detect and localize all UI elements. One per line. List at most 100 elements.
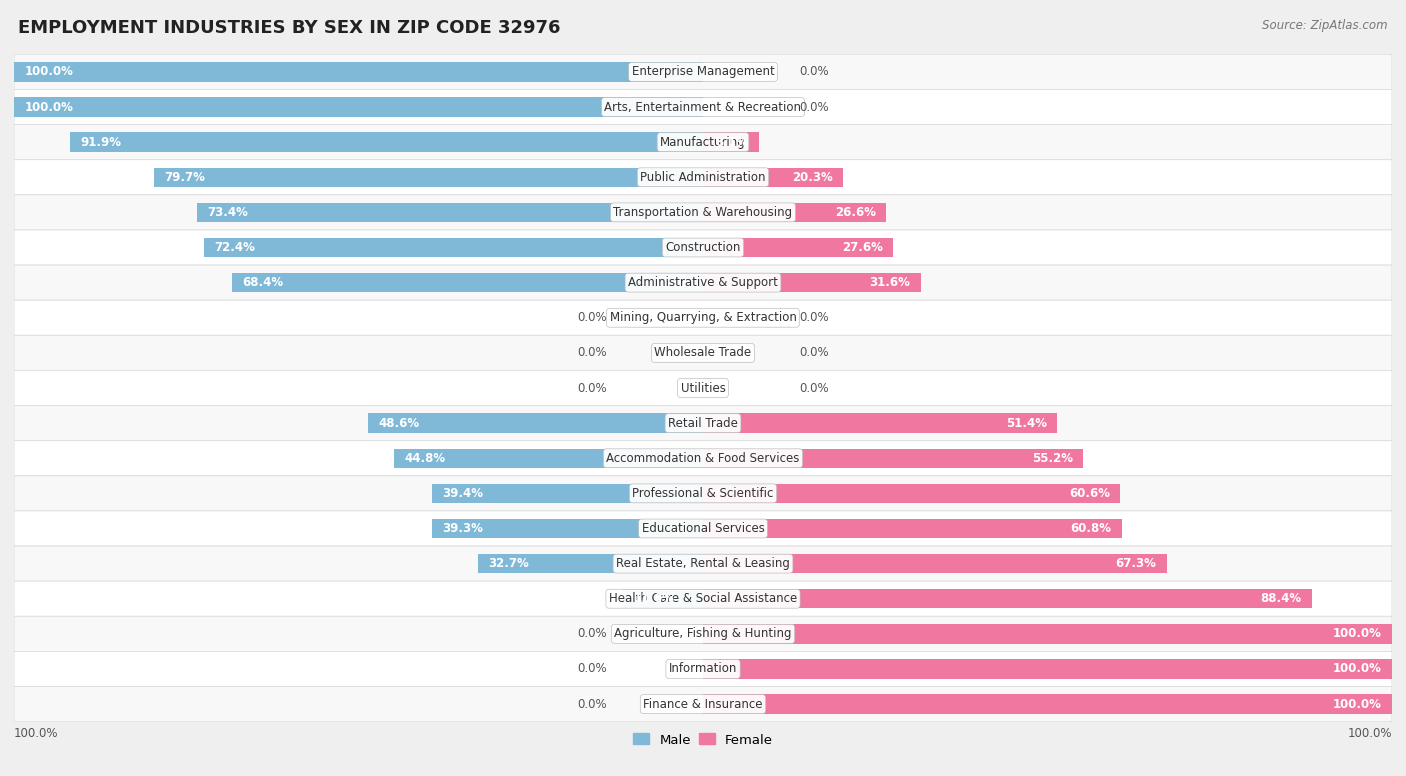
Text: Manufacturing: Manufacturing <box>661 136 745 149</box>
Text: 0.0%: 0.0% <box>800 311 830 324</box>
Text: 67.3%: 67.3% <box>1115 557 1156 570</box>
Text: 32.7%: 32.7% <box>488 557 529 570</box>
Bar <box>204 238 703 257</box>
FancyBboxPatch shape <box>14 651 1392 687</box>
FancyBboxPatch shape <box>14 511 1392 546</box>
Text: Enterprise Management: Enterprise Management <box>631 65 775 78</box>
FancyBboxPatch shape <box>14 89 1392 125</box>
Text: 51.4%: 51.4% <box>1005 417 1047 430</box>
FancyBboxPatch shape <box>14 125 1392 160</box>
Text: 91.9%: 91.9% <box>80 136 121 149</box>
Text: 100.0%: 100.0% <box>14 727 59 740</box>
Bar <box>703 238 893 257</box>
Text: 88.4%: 88.4% <box>1261 592 1302 605</box>
Text: 100.0%: 100.0% <box>24 65 73 78</box>
Bar <box>432 519 703 539</box>
Text: 0.0%: 0.0% <box>576 382 606 394</box>
Text: 100.0%: 100.0% <box>1347 727 1392 740</box>
Text: 39.4%: 39.4% <box>441 487 482 500</box>
Text: Construction: Construction <box>665 241 741 254</box>
Text: Health Care & Social Assistance: Health Care & Social Assistance <box>609 592 797 605</box>
Text: 79.7%: 79.7% <box>165 171 205 184</box>
Bar <box>703 203 886 222</box>
Bar <box>14 62 703 81</box>
Text: 68.4%: 68.4% <box>242 276 283 289</box>
Text: Source: ZipAtlas.com: Source: ZipAtlas.com <box>1263 19 1388 33</box>
Text: EMPLOYMENT INDUSTRIES BY SEX IN ZIP CODE 32976: EMPLOYMENT INDUSTRIES BY SEX IN ZIP CODE… <box>18 19 561 37</box>
Text: Finance & Insurance: Finance & Insurance <box>644 698 762 711</box>
Text: 0.0%: 0.0% <box>576 311 606 324</box>
FancyBboxPatch shape <box>14 687 1392 722</box>
Text: 100.0%: 100.0% <box>1333 627 1382 640</box>
Text: Utilities: Utilities <box>681 382 725 394</box>
Text: Information: Information <box>669 663 737 675</box>
Text: 55.2%: 55.2% <box>1032 452 1073 465</box>
Legend: Male, Female: Male, Female <box>627 728 779 752</box>
Text: Agriculture, Fishing & Hunting: Agriculture, Fishing & Hunting <box>614 627 792 640</box>
FancyBboxPatch shape <box>14 265 1392 300</box>
Bar <box>623 589 703 608</box>
Text: 31.6%: 31.6% <box>869 276 910 289</box>
Bar <box>703 414 1057 433</box>
Bar <box>703 168 842 187</box>
Bar <box>394 449 703 468</box>
Bar <box>70 133 703 152</box>
Text: 0.0%: 0.0% <box>576 346 606 359</box>
Text: 48.6%: 48.6% <box>378 417 419 430</box>
Bar <box>703 554 1167 573</box>
Text: 72.4%: 72.4% <box>215 241 256 254</box>
FancyBboxPatch shape <box>14 406 1392 441</box>
Text: 100.0%: 100.0% <box>1333 663 1382 675</box>
Bar <box>153 168 703 187</box>
FancyBboxPatch shape <box>14 616 1392 651</box>
Text: Transportation & Warehousing: Transportation & Warehousing <box>613 206 793 219</box>
FancyBboxPatch shape <box>14 476 1392 511</box>
Bar <box>703 660 1392 679</box>
Text: 0.0%: 0.0% <box>800 101 830 113</box>
FancyBboxPatch shape <box>14 370 1392 406</box>
Text: 39.3%: 39.3% <box>443 522 484 535</box>
Bar <box>703 133 759 152</box>
Text: 11.6%: 11.6% <box>634 592 675 605</box>
Text: 60.6%: 60.6% <box>1069 487 1111 500</box>
Bar <box>232 273 703 293</box>
Text: Educational Services: Educational Services <box>641 522 765 535</box>
FancyBboxPatch shape <box>14 581 1392 616</box>
Bar <box>703 449 1083 468</box>
Text: 100.0%: 100.0% <box>24 101 73 113</box>
FancyBboxPatch shape <box>14 230 1392 265</box>
FancyBboxPatch shape <box>14 441 1392 476</box>
Bar <box>703 589 1312 608</box>
Bar <box>703 624 1392 643</box>
Bar <box>703 695 1392 714</box>
FancyBboxPatch shape <box>14 160 1392 195</box>
Text: Accommodation & Food Services: Accommodation & Food Services <box>606 452 800 465</box>
Text: Public Administration: Public Administration <box>640 171 766 184</box>
Text: 73.4%: 73.4% <box>208 206 249 219</box>
Text: 0.0%: 0.0% <box>576 663 606 675</box>
Text: Professional & Scientific: Professional & Scientific <box>633 487 773 500</box>
Text: 0.0%: 0.0% <box>800 65 830 78</box>
Bar <box>14 97 703 116</box>
Text: 0.0%: 0.0% <box>800 346 830 359</box>
Text: 100.0%: 100.0% <box>1333 698 1382 711</box>
FancyBboxPatch shape <box>14 546 1392 581</box>
FancyBboxPatch shape <box>14 54 1392 89</box>
FancyBboxPatch shape <box>14 300 1392 335</box>
Bar <box>197 203 703 222</box>
FancyBboxPatch shape <box>14 335 1392 370</box>
Text: Retail Trade: Retail Trade <box>668 417 738 430</box>
Bar <box>703 483 1121 503</box>
Text: Real Estate, Rental & Leasing: Real Estate, Rental & Leasing <box>616 557 790 570</box>
Text: 0.0%: 0.0% <box>800 382 830 394</box>
Text: Wholesale Trade: Wholesale Trade <box>654 346 752 359</box>
Text: 0.0%: 0.0% <box>576 627 606 640</box>
Text: Administrative & Support: Administrative & Support <box>628 276 778 289</box>
Bar <box>478 554 703 573</box>
Text: 0.0%: 0.0% <box>576 698 606 711</box>
Text: 27.6%: 27.6% <box>842 241 883 254</box>
Text: Arts, Entertainment & Recreation: Arts, Entertainment & Recreation <box>605 101 801 113</box>
Text: 26.6%: 26.6% <box>835 206 876 219</box>
Bar <box>703 273 921 293</box>
Text: 60.8%: 60.8% <box>1070 522 1112 535</box>
